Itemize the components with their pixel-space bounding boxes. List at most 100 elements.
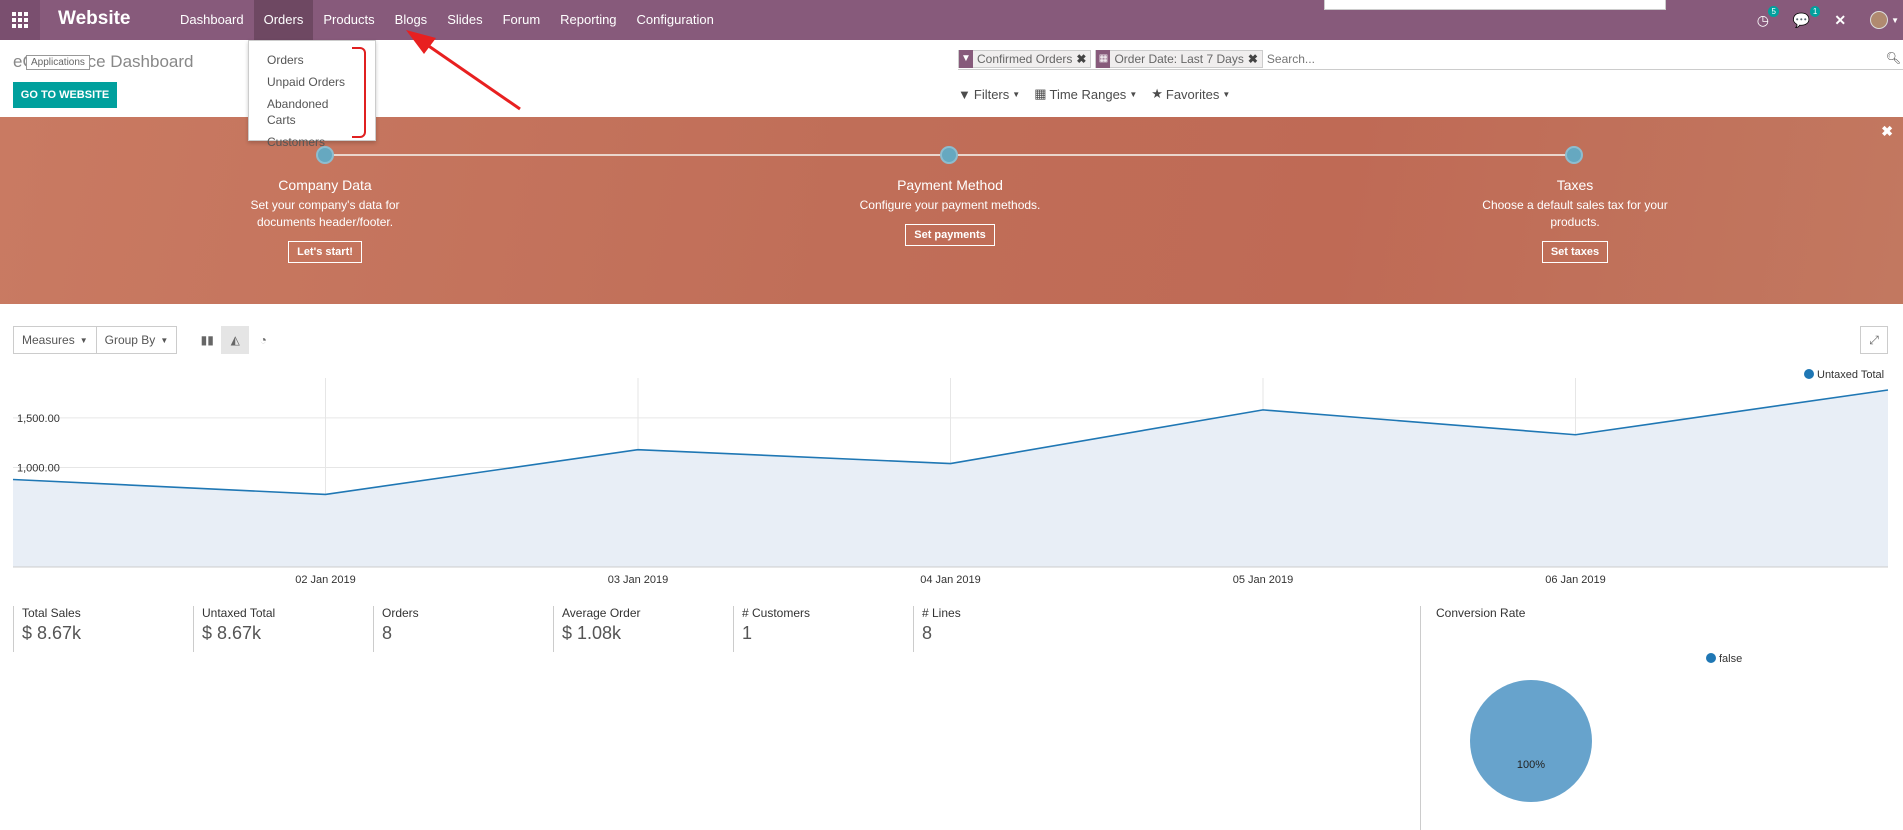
area-fill [13, 389, 1888, 567]
step-title: Taxes [1556, 177, 1594, 193]
step-desc: Configure your payment methods. [859, 198, 1041, 212]
kpi-lines: # Lines 8 [913, 606, 1093, 652]
pie-slice [1470, 680, 1592, 802]
step-dot [940, 146, 958, 164]
kpi-value: 1 [742, 623, 753, 643]
kpi-label: Average Order [562, 606, 641, 620]
filter-icon: ▼ [959, 49, 973, 68]
expand-icon[interactable]: ⤢ [1860, 326, 1888, 354]
menu-dashboard[interactable]: Dashboard [180, 12, 244, 27]
lets-start-button[interactable]: Let's start! [288, 241, 362, 263]
conversion-rate-panel: Conversion Rate 100% false [1420, 606, 1903, 830]
kpi-value: $ 1.08k [562, 623, 622, 643]
search-icon[interactable]: 🔍︎ [1885, 51, 1901, 65]
step-payment-method: Payment Method Configure your payment me… [830, 177, 1070, 246]
favorites-button[interactable]: ★ Favorites ▼ [1151, 86, 1230, 102]
menu-slides[interactable]: Slides [447, 12, 483, 27]
facet-date: ▦ Order Date: Last 7 Days ✖ [1095, 49, 1263, 68]
series-line-untaxed-total [12, 389, 1889, 496]
arrow-head [406, 30, 436, 54]
legend-label: false [1719, 653, 1742, 665]
remove-facet-icon[interactable]: ✖ [1076, 51, 1087, 66]
search-input[interactable] [1266, 51, 1903, 66]
dropdown-item-orders[interactable]: Orders [267, 53, 304, 67]
messaging-icon[interactable]: 💬 1 [1793, 5, 1821, 29]
step-dot [316, 146, 334, 164]
x-tick-label: 04 Jan 2019 [920, 574, 981, 586]
caret-down-icon: ▼ [1129, 89, 1138, 99]
app-brand[interactable]: Website [58, 8, 131, 29]
menu-reporting[interactable]: Reporting [560, 12, 617, 27]
step-desc: Set your company's data for [250, 198, 400, 212]
caret-down-icon: ▼ [1222, 89, 1231, 99]
search-options: ▼ Filters ▼ ▦ Time Ranges ▼ ★ Favorites ▼ [958, 86, 1244, 102]
tooltip: Applications [26, 55, 90, 70]
y-tick-label: 1,500.00 [17, 413, 60, 425]
facet-label: Order Date: Last 7 Days [1114, 51, 1244, 66]
activity-icon[interactable]: ◷ 5 [1757, 5, 1779, 29]
remove-facet-icon[interactable]: ✖ [1247, 51, 1258, 66]
dropdown-item-customers[interactable]: Customers [267, 135, 326, 149]
user-menu[interactable]: ▼ [1870, 11, 1899, 29]
pie-chart: 100% false [1470, 653, 1742, 802]
measures-label: Measures [22, 333, 75, 347]
x-tick-label: 05 Jan 2019 [1233, 574, 1294, 586]
apps-menu-icon[interactable] [0, 0, 40, 40]
menu-forum[interactable]: Forum [502, 12, 541, 27]
calendar-icon: ▦ [1096, 49, 1111, 68]
dropdown-item-unpaid-orders[interactable]: Unpaid Orders [267, 75, 346, 89]
calendar-icon: ▦ [1034, 86, 1047, 101]
kpi-label: # Lines [922, 606, 961, 620]
x-tick-label: 06 Jan 2019 [1545, 574, 1606, 586]
filter-icon: ▼ [958, 86, 971, 102]
avatar [1870, 11, 1889, 29]
pie-chart-icon[interactable]: ◔ [259, 333, 267, 347]
go-to-website-button[interactable]: GO TO WEBSITE [13, 82, 117, 108]
kpi-label: Total Sales [22, 606, 81, 620]
menu-configuration[interactable]: Configuration [636, 12, 714, 27]
step-dot [1565, 146, 1583, 164]
kpi-total-sales: Total Sales $ 8.67k [13, 606, 193, 652]
favorites-label: Favorites [1165, 86, 1220, 102]
kpi-average-order: Average Order $ 1.08k [553, 606, 733, 652]
kpi-label: Untaxed Total [202, 606, 276, 620]
main-menu: Dashboard Orders Products Blogs Slides F… [170, 0, 724, 40]
step-title: Payment Method [897, 177, 1003, 193]
systray: ◷ 5 💬 1 ✕ ▼ [1745, 0, 1903, 40]
search-bar: ▼ Confirmed Orders ✖ ▦ Order Date: Last … [958, 48, 1903, 70]
debug-close-icon[interactable]: ✕ [1834, 11, 1847, 28]
step-desc: products. [1550, 215, 1600, 229]
onboarding-banner: ✖ Company Data Set your company's data f… [0, 117, 1903, 304]
arrow-shaft [419, 38, 521, 111]
activity-badge: 5 [1768, 5, 1779, 17]
line-chart-icon[interactable]: ◭ [221, 326, 250, 354]
menu-blogs[interactable]: Blogs [394, 12, 428, 27]
orders-dropdown: Orders Unpaid Orders Abandoned Carts Cus… [248, 40, 376, 149]
set-taxes-button[interactable]: Set taxes [1541, 241, 1609, 263]
caret-down-icon: ▼ [79, 335, 88, 345]
group-by-button[interactable]: Group By ▼ [96, 326, 178, 354]
x-tick-label: 03 Jan 2019 [608, 574, 669, 586]
set-payments-button[interactable]: Set payments [905, 224, 995, 246]
y-tick-label: 1,000.00 [17, 463, 60, 475]
annotation-bracket [352, 47, 366, 138]
pie-slice-label: 100% [1517, 759, 1545, 771]
menu-products[interactable]: Products [323, 12, 375, 27]
filters-button[interactable]: ▼ Filters ▼ [958, 86, 1020, 102]
time-ranges-button[interactable]: ▦ Time Ranges ▼ [1034, 86, 1137, 102]
filters-label: Filters [973, 86, 1010, 102]
kpi-label: # Customers [742, 606, 811, 620]
step-taxes: Taxes Choose a default sales tax for you… [1455, 177, 1695, 263]
step-desc: documents header/footer. [256, 215, 394, 229]
menu-orders[interactable]: Orders [253, 0, 314, 40]
dropdown-item-abandoned-carts[interactable]: Abandoned Carts [267, 97, 329, 127]
bar-chart-icon[interactable]: ▮▮ [200, 333, 214, 347]
caret-down-icon: ▼ [160, 335, 169, 345]
kpi-value: $ 8.67k [202, 623, 262, 643]
time-ranges-label: Time Ranges [1049, 86, 1127, 102]
measures-button[interactable]: Measures ▼ [13, 326, 97, 354]
caret-down-icon: ▼ [1012, 89, 1021, 99]
star-icon: ★ [1151, 86, 1163, 101]
close-icon[interactable]: ✖ [1881, 123, 1893, 139]
